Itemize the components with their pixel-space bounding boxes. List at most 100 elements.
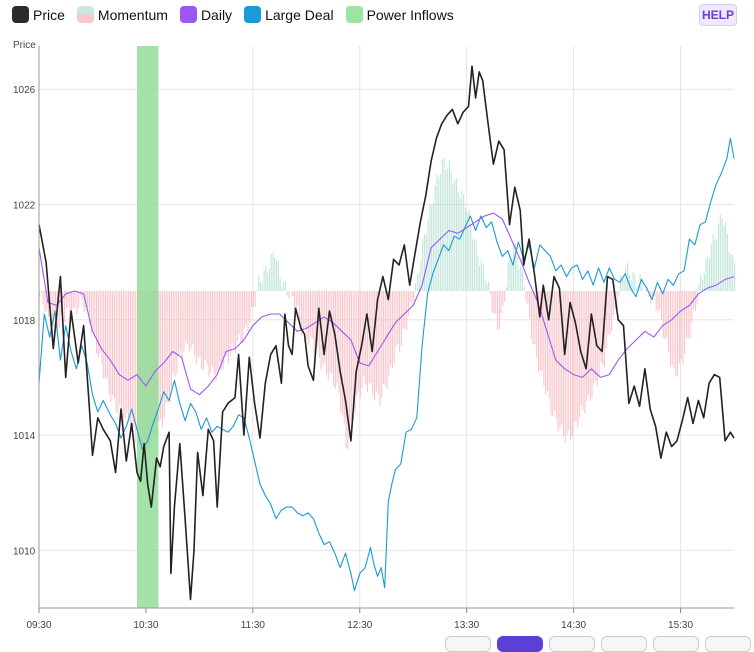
- momentum-bar: [285, 282, 286, 291]
- momentum-bar: [107, 291, 108, 378]
- momentum-bar: [406, 291, 407, 330]
- momentum-bar: [611, 291, 612, 331]
- momentum-bar: [43, 291, 44, 304]
- momentum-bar: [413, 291, 414, 301]
- momentum-bar: [176, 291, 177, 373]
- momentum-bar: [659, 291, 660, 310]
- momentum-bar: [579, 291, 580, 418]
- momentum-bar: [730, 254, 731, 291]
- momentum-bar: [442, 159, 443, 291]
- momentum-bar: [117, 291, 118, 413]
- x-tick-label: 09:30: [26, 620, 51, 631]
- range-tab[interactable]: [601, 636, 647, 652]
- momentum-bar: [121, 291, 122, 412]
- momentum-bar: [189, 291, 190, 353]
- momentum-bar: [563, 291, 564, 436]
- momentum-bar: [272, 253, 273, 291]
- momentum-bar: [344, 291, 345, 424]
- momentum-bar: [702, 280, 703, 291]
- momentum-bar: [707, 257, 708, 291]
- momentum-bar: [100, 291, 101, 353]
- momentum-bar: [410, 291, 411, 302]
- momentum-bar: [657, 291, 658, 313]
- momentum-bar: [73, 291, 74, 308]
- momentum-bar: [438, 177, 439, 291]
- momentum-bar: [474, 239, 475, 291]
- momentum-bar: [675, 291, 676, 377]
- momentum-bar: [524, 286, 525, 291]
- momentum-bar: [310, 291, 311, 336]
- momentum-bar: [171, 291, 172, 387]
- momentum-bar: [203, 291, 204, 370]
- momentum-bar: [167, 291, 168, 403]
- momentum-bar: [556, 291, 557, 419]
- momentum-bar: [178, 291, 179, 356]
- momentum-bar: [463, 194, 464, 291]
- momentum-bar: [329, 291, 330, 372]
- momentum-bar: [599, 291, 600, 377]
- momentum-bar: [575, 291, 576, 422]
- momentum-bar: [166, 291, 167, 402]
- momentum-bar: [253, 291, 254, 307]
- momentum-bar: [215, 291, 216, 382]
- momentum-bar: [681, 291, 682, 359]
- momentum-bar: [554, 291, 555, 410]
- momentum-bar: [444, 158, 445, 291]
- momentum-bar: [78, 291, 79, 308]
- momentum-bar: [427, 220, 428, 291]
- momentum-bar: [387, 291, 388, 388]
- momentum-bar: [351, 291, 352, 421]
- momentum-bar: [132, 291, 133, 425]
- momentum-bar: [292, 291, 293, 296]
- momentum-bar: [274, 258, 275, 291]
- momentum-bar: [210, 291, 211, 373]
- momentum-bar: [526, 291, 527, 301]
- momentum-bar: [597, 291, 598, 386]
- momentum-bar: [392, 291, 393, 368]
- momentum-bar: [338, 291, 339, 393]
- momentum-bar: [278, 261, 279, 291]
- momentum-bar: [308, 291, 309, 345]
- momentum-bar: [303, 291, 304, 329]
- momentum-bar: [497, 291, 498, 330]
- momentum-bar: [133, 291, 134, 427]
- momentum-bar: [82, 291, 83, 299]
- momentum-bar: [328, 291, 329, 381]
- range-tab[interactable]: [445, 636, 491, 652]
- momentum-bar: [340, 291, 341, 412]
- momentum-bar: [101, 291, 102, 365]
- y-tick-label: 1010: [13, 546, 36, 557]
- momentum-bar: [607, 291, 608, 334]
- momentum-bar: [53, 291, 54, 327]
- range-tab-active[interactable]: [497, 636, 543, 652]
- momentum-bar: [397, 291, 398, 344]
- range-tab[interactable]: [549, 636, 595, 652]
- momentum-bar: [260, 282, 261, 291]
- momentum-bar: [123, 291, 124, 423]
- momentum-bar: [698, 285, 699, 291]
- momentum-bar: [458, 193, 459, 291]
- momentum-bar: [399, 291, 400, 352]
- range-tab[interactable]: [705, 636, 751, 652]
- momentum-bar: [666, 291, 667, 338]
- momentum-bar: [590, 291, 591, 401]
- power-inflow-band: [137, 46, 158, 608]
- momentum-bar: [477, 256, 478, 291]
- momentum-bar: [483, 265, 484, 291]
- momentum-bar: [520, 267, 521, 291]
- momentum-bar: [246, 291, 247, 325]
- momentum-bar: [447, 167, 448, 291]
- momentum-bar: [180, 291, 181, 351]
- momentum-bar: [374, 291, 375, 400]
- momentum-bar: [190, 291, 191, 349]
- range-tab[interactable]: [653, 636, 699, 652]
- momentum-bar: [479, 266, 480, 291]
- x-tick-label: 14:30: [561, 620, 586, 631]
- momentum-bar: [255, 291, 256, 307]
- momentum-bar: [499, 291, 500, 329]
- momentum-bar: [242, 291, 243, 343]
- momentum-bar: [294, 291, 295, 309]
- momentum-bar: [508, 262, 509, 291]
- momentum-bar: [267, 273, 268, 291]
- momentum-bar: [233, 291, 234, 348]
